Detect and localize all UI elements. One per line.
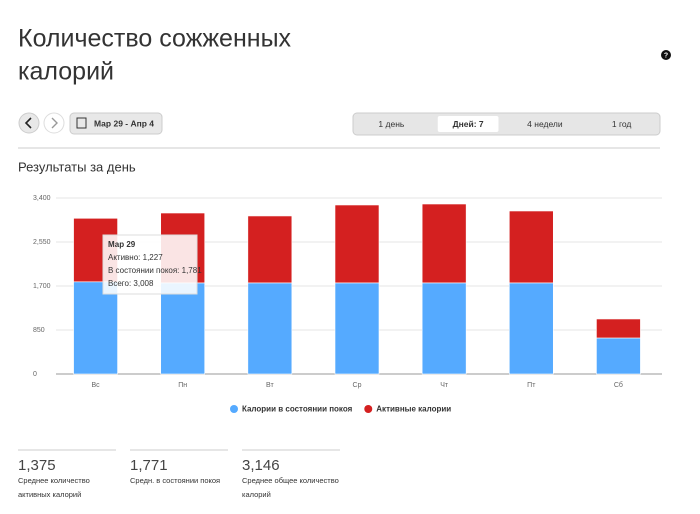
next-button[interactable] [43, 112, 65, 134]
chart: 0 850 1,700 2,550 3,400 Вс Пн Вт Ср Чт Пт Сб Калории… [33, 195, 662, 414]
bar-segment[interactable] [247, 215, 293, 284]
date-range[interactable]: Мар 29 - Апр 4 [94, 118, 154, 128]
y-tick-label: 3,400 [33, 195, 51, 202]
bar-segment[interactable] [334, 204, 380, 284]
period-option[interactable]: 4 недели [527, 119, 563, 129]
help-glyph[interactable]: ? [664, 52, 668, 59]
stat-value: 1,771 [130, 457, 168, 474]
date-box[interactable] [69, 112, 163, 135]
bar-segment[interactable] [596, 337, 641, 375]
next-arrow[interactable] [51, 117, 58, 129]
period-selected[interactable] [437, 116, 499, 132]
bar-segment[interactable] [247, 282, 293, 375]
legend-label: Калории в состоянии покоя [242, 405, 353, 414]
stat-label: Среднее количество [18, 476, 90, 485]
bar-segment[interactable] [334, 282, 380, 375]
x-tick-label: Вс [91, 382, 100, 389]
x-tick-label: Сб [614, 381, 623, 389]
y-tick-label: 1,700 [33, 283, 51, 290]
stat-label: калорий [242, 490, 271, 499]
x-tick-label: Вт [266, 382, 274, 389]
bar-segment[interactable] [508, 282, 554, 375]
help-icon[interactable] [661, 50, 671, 60]
y-tick-label: 0 [33, 371, 37, 378]
period-track[interactable] [352, 112, 661, 136]
tooltip-line: Активно: 1,227 [108, 253, 163, 262]
period-option[interactable]: 1 год [612, 119, 632, 129]
tooltip-line: В состоянии покоя: 1,781 [108, 266, 202, 275]
stat-value: 1,375 [18, 457, 56, 474]
stats: 1,375 Среднее количество активных калорий 1… [18, 449, 340, 499]
y-tick-label: 2,550 [33, 239, 51, 246]
stat-label: Среднее общее количество [242, 476, 339, 485]
tooltip-title: Мар 29 [108, 240, 136, 249]
legend-label: Активные калории [376, 405, 451, 414]
stat-label: Средн. в состоянии покоя [130, 476, 220, 485]
tooltip-box [102, 234, 198, 295]
stat-label: активных калорий [18, 490, 81, 499]
bar-segment[interactable] [73, 281, 118, 375]
bar-segment[interactable] [596, 318, 641, 339]
period-option[interactable]: Дней: 7 [453, 119, 484, 129]
bar-segment[interactable] [421, 203, 467, 284]
x-tick-label: Ср [353, 382, 362, 389]
x-tick-label: Чт [440, 382, 449, 389]
prev-arrow[interactable] [24, 117, 32, 129]
title: Количество сожженных [18, 25, 292, 53]
bar-segment[interactable] [160, 282, 206, 375]
calendar-icon[interactable] [76, 117, 87, 129]
tooltip: Мар 29 Активно: 1,227 В состоянии покоя: … [102, 234, 202, 295]
stat-value: 3,146 [242, 457, 280, 474]
date-button[interactable]: Мар 29 - Апр 4 [69, 112, 163, 135]
y-tick-label: 850 [33, 327, 45, 334]
next-circle[interactable] [43, 112, 65, 134]
x-tick-label: Пн [178, 382, 187, 389]
bar-segment[interactable] [421, 282, 467, 375]
legend-marker [364, 405, 373, 413]
legend-marker [230, 405, 238, 413]
period-switch[interactable]: 1 день Дней: 7 4 недели 1 год [352, 112, 661, 136]
prev-button[interactable] [18, 112, 40, 134]
tooltip-line: Всего: 3,008 [108, 279, 154, 288]
help-button[interactable]: ? [661, 50, 671, 60]
title: калорий [18, 58, 114, 86]
prev-circle[interactable] [18, 112, 40, 134]
x-tick-label: Пт [527, 382, 536, 389]
section-title: Результаты за день [18, 159, 136, 174]
bar-segment[interactable] [508, 210, 554, 284]
period-option[interactable]: 1 день [378, 119, 404, 129]
